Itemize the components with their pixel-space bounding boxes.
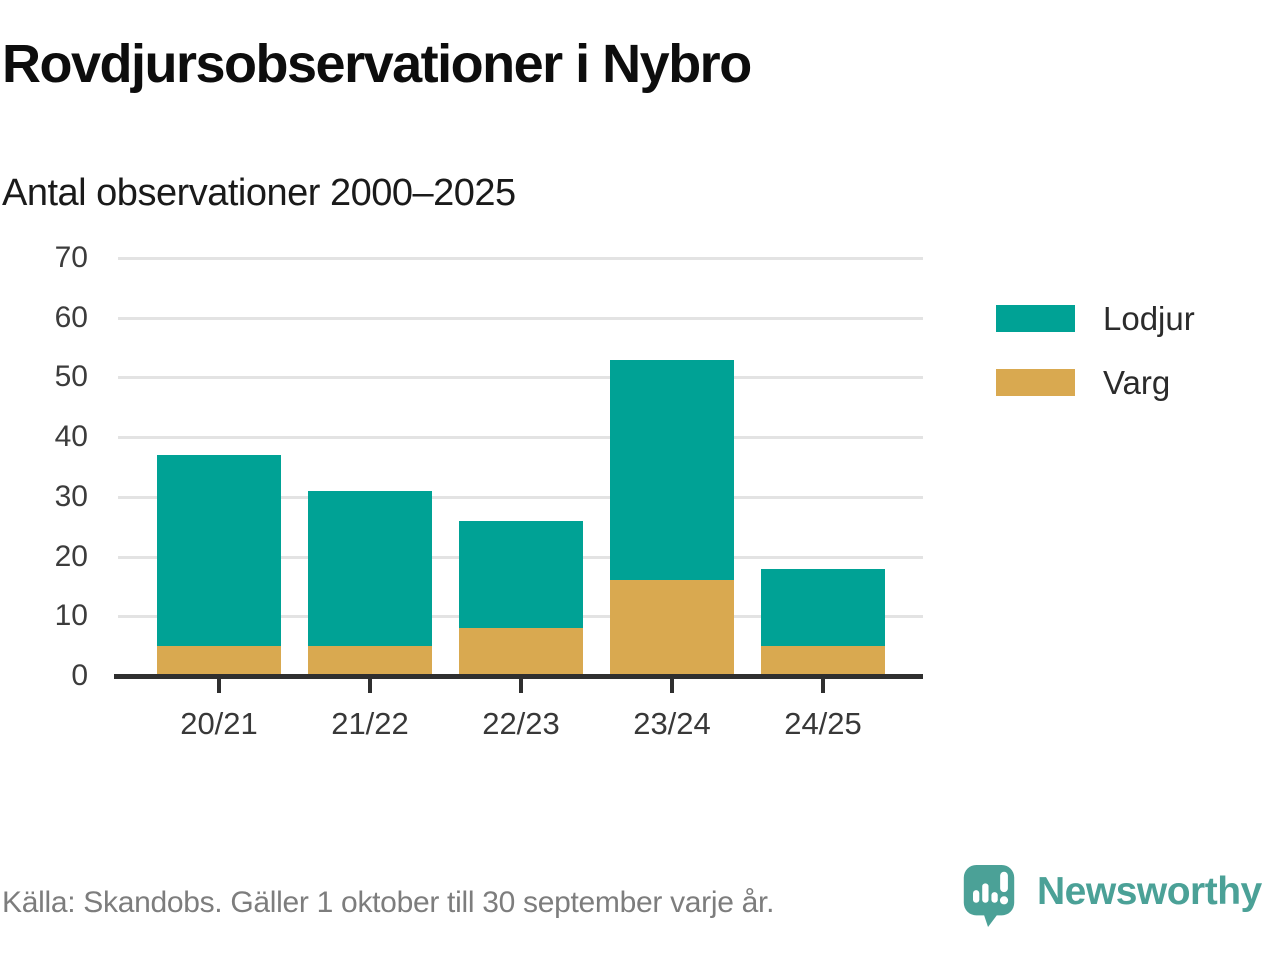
bar-segment-lodjur [761, 568, 885, 647]
legend-item-lodjur: Lodjur [996, 302, 1276, 335]
y-axis-label: 10 [54, 599, 88, 633]
gridline-50 [118, 376, 923, 380]
gridline-70 [118, 257, 923, 260]
x-axis-tick [519, 679, 523, 693]
x-axis-label: 20/21 [180, 706, 258, 741]
bar-segment-lodjur [459, 520, 583, 629]
bar-segment-lodjur [157, 455, 281, 647]
x-axis-line [114, 674, 923, 679]
y-axis-label: 40 [54, 420, 88, 454]
x-axis-tick [368, 679, 372, 693]
y-axis-label: 20 [54, 539, 88, 573]
chart-subtitle: Antal observationer 2000–2025 [2, 172, 516, 214]
y-axis-label: 0 [71, 659, 88, 692]
bar-segment-lodjur [610, 359, 734, 581]
newsworthy-wordmark: Newsworthy [1037, 870, 1262, 913]
bar-segment-varg [308, 646, 432, 676]
bar-segment-varg [157, 646, 281, 676]
source-note: Källa: Skandobs. Gäller 1 oktober till 3… [2, 886, 775, 919]
newsworthy-logo-icon [963, 864, 1015, 928]
y-axis-label: 30 [54, 479, 88, 513]
page-title: Rovdjursobservationer i Nybro [2, 34, 752, 94]
x-axis-label: 24/25 [784, 706, 862, 741]
bar-segment-lodjur [308, 490, 432, 647]
legend-swatch-varg [996, 369, 1075, 396]
bar-segment-varg [459, 628, 583, 676]
x-axis-label: 22/23 [482, 706, 560, 741]
y-axis-label: 60 [54, 300, 88, 334]
gridline-60 [118, 316, 923, 320]
x-axis-label: 23/24 [633, 706, 711, 741]
bar-segment-varg [761, 646, 885, 676]
x-axis-tick [821, 679, 825, 693]
x-axis-tick [217, 679, 221, 693]
gridline-30 [118, 495, 923, 499]
chart-legend: Lodjur Varg [996, 302, 1276, 430]
bar-segment-varg [610, 580, 734, 676]
y-axis-label: 50 [54, 360, 88, 394]
legend-label-lodjur: Lodjur [1103, 300, 1195, 337]
legend-swatch-lodjur [996, 305, 1075, 332]
x-axis-tick [670, 679, 674, 693]
legend-label-varg: Varg [1103, 364, 1171, 401]
y-axis-label: 70 [54, 241, 88, 274]
newsworthy-brand: Newsworthy [961, 864, 1262, 928]
legend-item-varg: Varg [996, 366, 1276, 399]
x-axis-label: 21/22 [331, 706, 409, 741]
gridline-40 [118, 436, 923, 440]
